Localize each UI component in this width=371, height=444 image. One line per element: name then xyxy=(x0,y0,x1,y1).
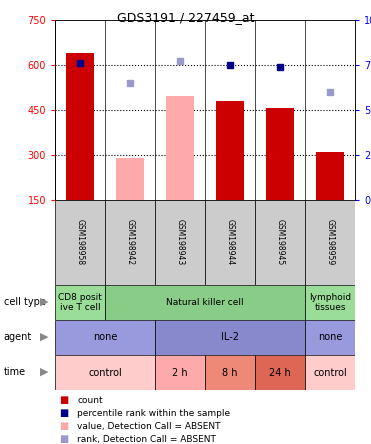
Text: ■: ■ xyxy=(59,434,68,444)
Text: time: time xyxy=(4,367,26,377)
Bar xyxy=(66,53,94,200)
Bar xyxy=(305,355,355,390)
Text: GSM198959: GSM198959 xyxy=(325,219,335,266)
Text: 8 h: 8 h xyxy=(222,368,238,377)
Bar xyxy=(105,285,305,320)
Text: control: control xyxy=(313,368,347,377)
Bar xyxy=(55,200,105,285)
Text: none: none xyxy=(93,333,117,342)
Text: GSM198944: GSM198944 xyxy=(226,219,234,266)
Text: CD8 posit
ive T cell: CD8 posit ive T cell xyxy=(58,293,102,312)
Bar xyxy=(316,152,344,200)
Text: GDS3191 / 227459_at: GDS3191 / 227459_at xyxy=(117,11,254,24)
Text: none: none xyxy=(318,333,342,342)
Bar xyxy=(216,101,244,200)
Text: 2 h: 2 h xyxy=(172,368,188,377)
Bar xyxy=(305,285,355,320)
Text: agent: agent xyxy=(4,332,32,342)
Bar xyxy=(155,200,205,285)
Text: count: count xyxy=(77,396,103,404)
Text: lymphoid
tissues: lymphoid tissues xyxy=(309,293,351,312)
Text: cell type: cell type xyxy=(4,297,46,307)
Bar xyxy=(166,96,194,200)
Bar xyxy=(55,285,105,320)
Text: GSM198942: GSM198942 xyxy=(125,219,135,266)
Text: value, Detection Call = ABSENT: value, Detection Call = ABSENT xyxy=(77,421,221,431)
Bar xyxy=(105,200,155,285)
Text: IL-2: IL-2 xyxy=(221,333,239,342)
Text: ▶: ▶ xyxy=(40,332,48,342)
Text: rank, Detection Call = ABSENT: rank, Detection Call = ABSENT xyxy=(77,435,216,444)
Text: percentile rank within the sample: percentile rank within the sample xyxy=(77,408,230,417)
Bar xyxy=(205,355,255,390)
Bar xyxy=(305,320,355,355)
Bar xyxy=(155,355,205,390)
Text: ■: ■ xyxy=(59,421,68,431)
Text: 24 h: 24 h xyxy=(269,368,291,377)
Bar xyxy=(55,320,155,355)
Text: control: control xyxy=(88,368,122,377)
Bar xyxy=(305,200,355,285)
Bar xyxy=(255,200,305,285)
Bar xyxy=(155,320,305,355)
Text: ■: ■ xyxy=(59,395,68,405)
Text: GSM198945: GSM198945 xyxy=(276,219,285,266)
Text: GSM198943: GSM198943 xyxy=(175,219,184,266)
Text: ■: ■ xyxy=(59,408,68,418)
Text: ▶: ▶ xyxy=(40,297,48,307)
Bar xyxy=(116,158,144,200)
Text: Natural killer cell: Natural killer cell xyxy=(166,298,244,307)
Bar xyxy=(266,108,294,200)
Bar xyxy=(255,355,305,390)
Text: ▶: ▶ xyxy=(40,367,48,377)
Bar xyxy=(55,355,155,390)
Text: GSM198958: GSM198958 xyxy=(76,219,85,266)
Bar xyxy=(205,200,255,285)
